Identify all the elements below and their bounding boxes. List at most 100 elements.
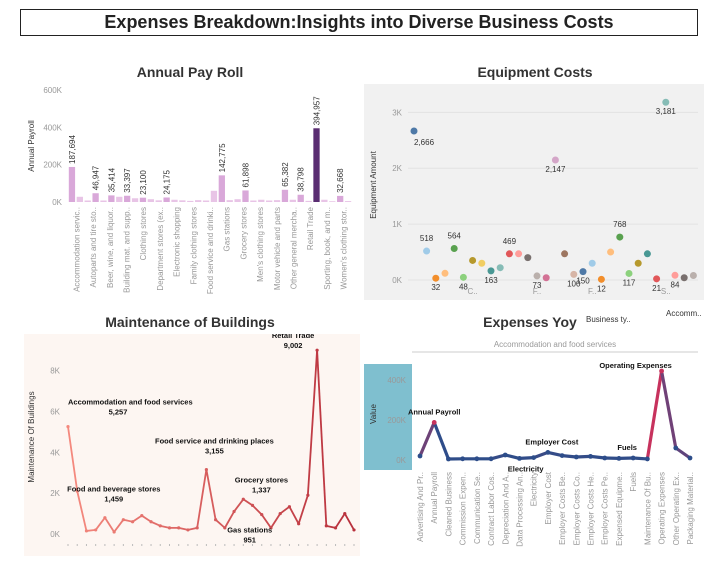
equipment-ytick-label: 3K [392,108,402,117]
yoy-ytick-label: 200K [387,416,406,425]
equipment-chart[interactable]: 0K 1K 2K 3K Equipment Amount 2,666 518 32 564 48 1… [364,84,704,324]
equipment-category-label: C.. [467,287,477,296]
equipment-point [551,156,559,164]
payroll-bar-label: 24,175 [163,169,172,194]
equipment-point [561,250,569,258]
maintenance-point [250,503,255,508]
yoy-annotation: Annual Payroll [408,407,461,416]
maintenance-line-segment [132,514,143,523]
maintenance-point [260,512,264,517]
maintenance-ytick-label: 2K [50,489,60,498]
maintenance-line-segment [224,511,235,529]
maintenance-point [94,528,98,532]
yoy-line-segment [432,420,451,461]
payroll-bar [297,194,304,202]
payroll-bar [108,195,115,202]
payroll-category-label: Clothing stores [139,207,148,260]
payroll-category-label: Motor vehicle and parts [273,207,282,290]
maintenance-line-segment [215,519,226,529]
yoy-axis-band [364,364,412,470]
maintenance-point [343,511,347,516]
equipment-point [588,259,596,267]
payroll-category-label: Retail Trade [306,206,315,250]
yoy-point [531,455,537,460]
payroll-bar [321,199,328,202]
payroll-category-label: Family clothing stores [189,207,198,284]
payroll-category-label: Department stores (ex.. [156,207,165,291]
yoy-category-label: Annual Payroll [430,472,439,524]
maintenance-point [352,528,356,532]
payroll-bar [92,193,99,202]
maintenance-annotation-value: 951 [243,536,256,545]
payroll-bar-label: 38,798 [297,167,306,192]
payroll-bar-label: 187,694 [68,134,77,163]
equipment-point [643,250,651,258]
payroll-chart-svg: 0K 200K 400K 600K Annual Payroll 187,694 46,94… [27,86,352,294]
payroll-bar [179,200,186,202]
yoy-point [474,456,480,462]
equipment-point-label: 21 [652,284,661,293]
payroll-bar [266,200,273,202]
maintenance-line-segment [196,469,208,529]
payroll-bar-label: 33,397 [123,168,132,193]
equipment-ytick-label: 2K [392,164,402,173]
yoy-point [431,420,437,425]
payroll-bar-label: 394,957 [313,96,322,125]
payroll-bar [84,200,91,202]
yoy-annotation: Employer Cost [525,437,578,446]
equipment-category-label: F.. [588,287,596,296]
maintenance-line-segment [343,513,355,531]
payroll-bar [147,199,154,202]
payroll-bar [218,175,225,202]
payroll-chart[interactable]: 0K 200K 400K 600K Annual Payroll 187,694 46,94… [24,84,360,306]
maintenance-point [324,524,328,528]
maintenance-point [195,526,199,530]
yoy-category-label: Employer Costs Pe.. [601,472,610,545]
yoy-category-label: Advertising And Pr.. [416,472,425,542]
equipment-point [450,244,458,252]
maintenance-line-segment [205,469,217,520]
yoy-annotation: Electricity [508,465,545,474]
maintenance-line-segment [306,350,318,496]
yoy-category-label: Depreciation And A.. [501,472,510,545]
maintenance-chart[interactable]: 0K 2K 4K 6K 8K Maintenance Of Buildings Accomm… [24,334,360,556]
payroll-bar-label: 46,947 [92,165,101,190]
payroll-bar [226,200,233,202]
yoy-line-segment [418,420,436,458]
maintenance-point [121,518,125,522]
maintenance-point [306,493,310,497]
payroll-chart-title: Annual Pay Roll [136,64,244,80]
maintenance-annotation-value: 1,459 [104,495,123,504]
payroll-bar [131,198,139,202]
maintenance-ytick-label: 8K [50,367,60,376]
maintenance-line-segment [316,350,328,526]
yoy-line-segment [674,446,692,460]
equipment-point-label: 32 [431,283,440,292]
maintenance-line-segment [270,513,281,529]
yoy-point [588,454,593,459]
maintenance-chart-title: Maintenance of Buildings [105,314,275,330]
yoy-chart-svg: Accommodation and food services 0K 200K 400… [364,340,698,547]
maintenance-line-segment [279,505,290,515]
maintenance-point [167,526,172,530]
payroll-bar [100,200,107,202]
equipment-point [469,256,477,264]
maintenance-point [84,529,89,533]
equipment-point-label: 150 [576,277,590,286]
yoy-category-label: Packaging Material.. [686,472,695,544]
maintenance-point [177,526,181,530]
equipment-axis-caption: Accomm.. [666,309,702,318]
maintenance-point [333,526,338,530]
maintenance-annotation-value: 5,257 [109,408,128,417]
payroll-bar-label: 32,668 [336,168,345,193]
equipment-plot-background [364,84,704,300]
maintenance-point [278,511,282,516]
yoy-chart[interactable]: Accommodation and food services 0K 200K 400… [364,334,704,560]
maintenance-line-segment [113,519,125,533]
equipment-point [524,254,532,262]
payroll-bar [139,197,147,202]
maintenance-line-segment [104,517,115,533]
payroll-category-label: Electronic shopping [173,207,182,277]
equipment-point [515,250,523,258]
payroll-category-label: Accommodation servic.. [72,207,81,292]
